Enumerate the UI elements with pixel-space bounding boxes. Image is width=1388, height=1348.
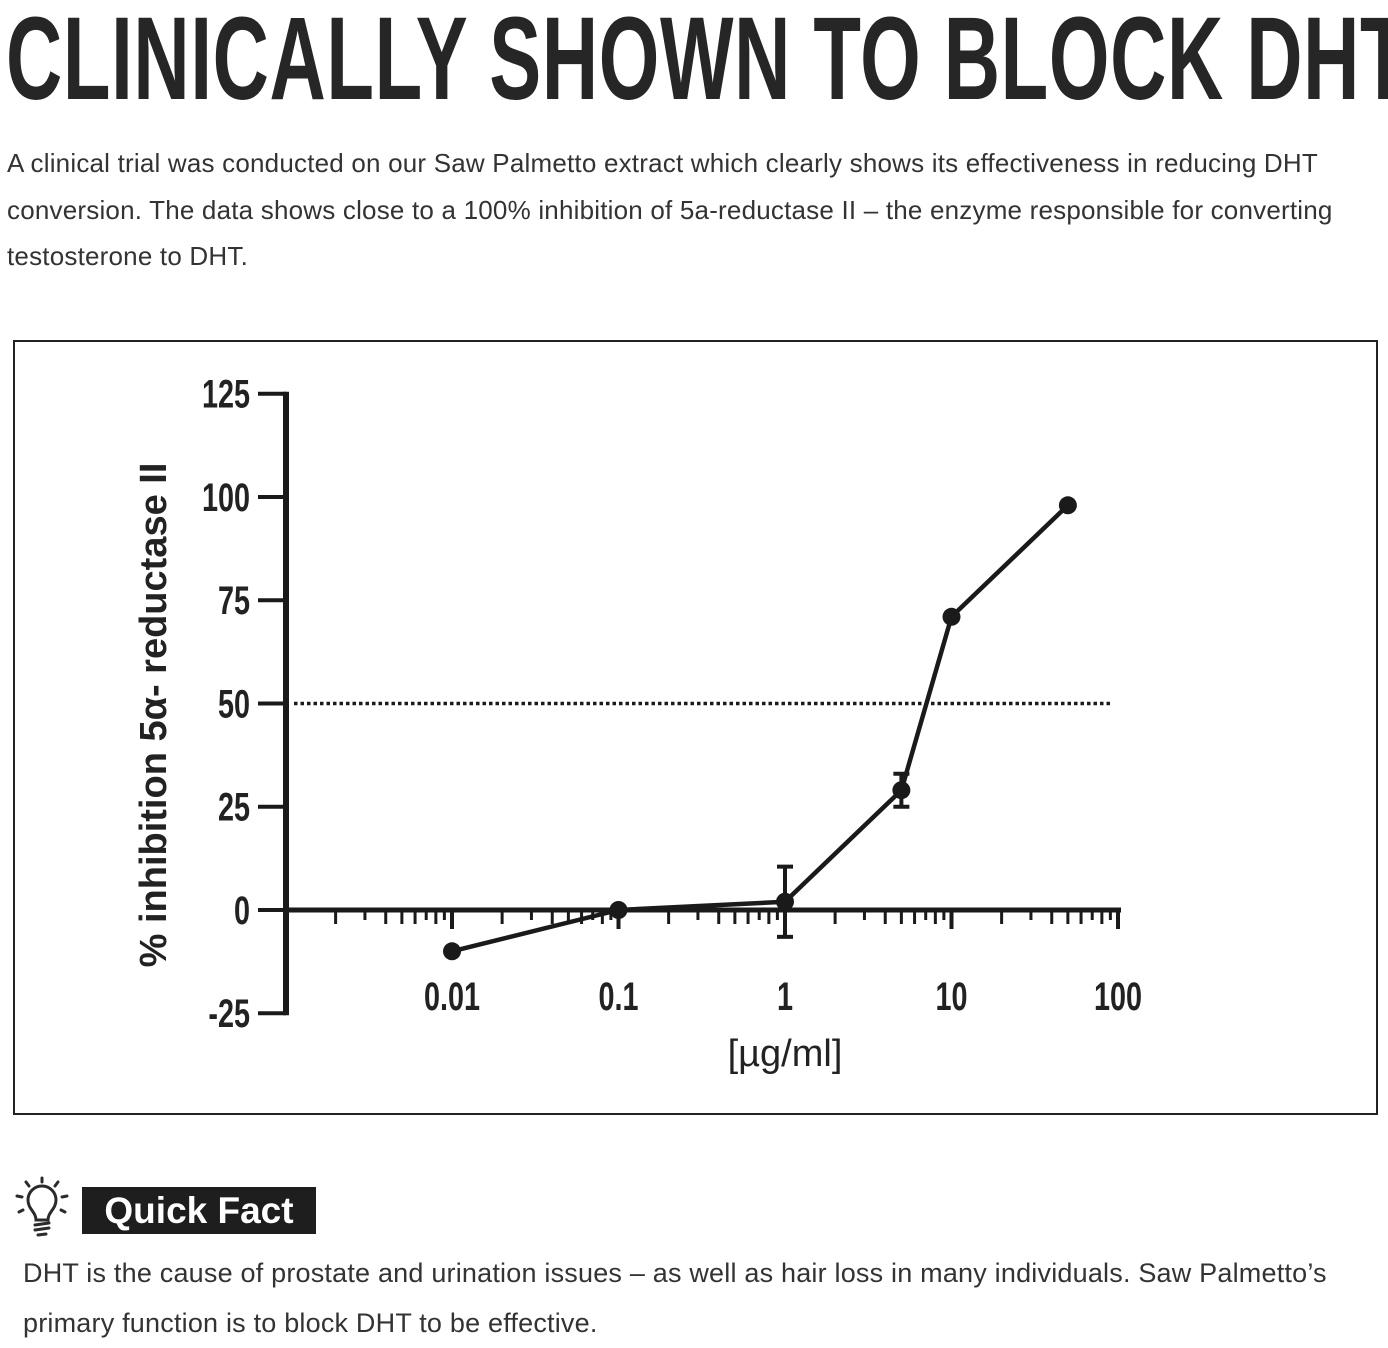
data-point: [942, 607, 961, 626]
data-point: [443, 942, 461, 961]
y-tick-label: 25: [218, 785, 250, 830]
y-tick-label: 125: [202, 372, 250, 417]
inhibition-chart: 125 100 75 50 25 0 -25 0.01 0.1 1 10 100 [µg/ml] % in…: [133, 372, 1142, 1075]
data-point: [1058, 496, 1077, 515]
x-tick-label: 100: [1094, 974, 1142, 1019]
data-point: [892, 781, 911, 800]
quick-fact-text: DHT is the cause of prostate and urinati…: [23, 1258, 1327, 1338]
x-tick-label: 0.1: [598, 974, 638, 1019]
lightbulb-icon: [15, 1176, 69, 1237]
y-tick-label: 100: [202, 475, 250, 520]
y-axis-label: % inhibition 5α- reductase II: [133, 463, 175, 968]
intro-paragraph: A clinical trial was conducted on our Sa…: [7, 148, 1333, 271]
x-tick-label: 10: [935, 974, 967, 1019]
x-tick-label: 1: [777, 974, 793, 1019]
y-tick-label: 50: [218, 682, 250, 727]
data-point: [609, 901, 628, 919]
chart-frame: 125 100 75 50 25 0 -25 0.01 0.1 1 10 100 [µg/ml] % in…: [13, 340, 1378, 1115]
y-tick-label: 75: [218, 579, 250, 624]
data-point: [776, 892, 794, 911]
x-axis-label: [µg/ml]: [728, 1033, 843, 1075]
y-tick-label: 0: [234, 888, 250, 933]
series-line: [451, 503, 1070, 954]
page-title: CLINICALLY SHOWN TO BLOCK DHT: [6, 0, 1388, 125]
x-tick-label: 0.01: [424, 974, 480, 1019]
y-tick-label: -25: [208, 992, 250, 1037]
quick-fact-badge: Quick Fact: [82, 1187, 316, 1234]
